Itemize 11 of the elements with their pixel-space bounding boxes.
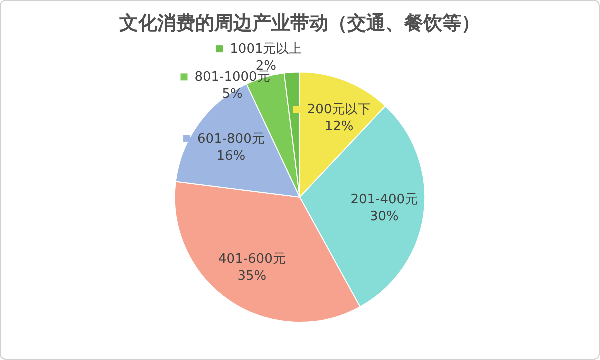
chart-title: 文化消费的周边产业带动（交通、餐饮等） <box>118 12 480 34</box>
data-label: 30% <box>370 209 399 224</box>
data-label: 2% <box>256 58 277 74</box>
legend-label: 601-800元 <box>198 132 265 147</box>
legend-label: 200元以下 <box>307 102 372 118</box>
data-label: 12% <box>324 120 354 135</box>
legend-label: 1001元以上 <box>230 42 302 57</box>
slice-label: 201-400元 <box>350 192 418 208</box>
data-label: 16% <box>216 148 246 164</box>
slice-label: 401-600元 <box>218 252 286 268</box>
data-label: 35% <box>238 269 267 284</box>
